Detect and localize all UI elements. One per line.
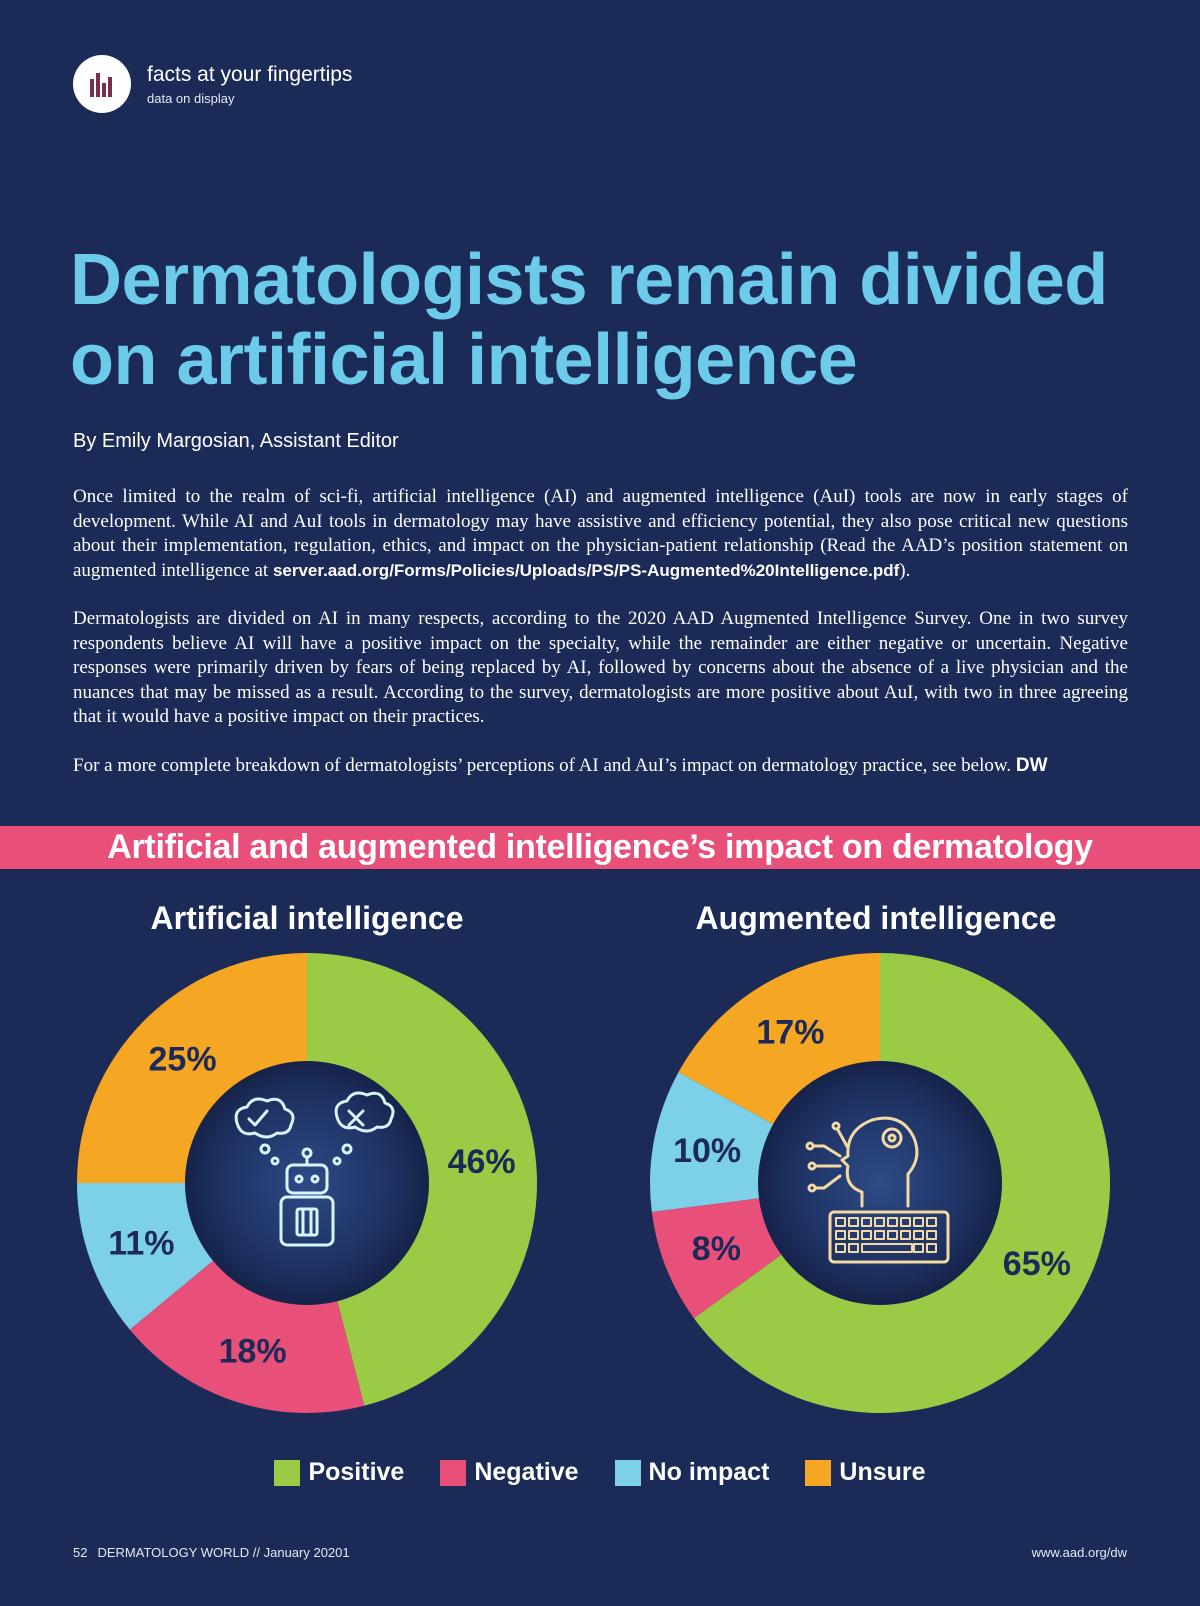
ai-donut-hole [185,1061,429,1305]
ai-label-negative: 18% [219,1332,287,1370]
legend-item-negative: Negative [440,1458,579,1487]
legend-item-positive: Positive [274,1458,404,1487]
section-title: facts at your fingertips [147,62,353,86]
legend-swatch-negative [440,1459,467,1486]
position-statement-link[interactable]: server.aad.org/Forms/Policies/Uploads/PS… [272,560,900,580]
aui-donut-hole [758,1061,1002,1305]
chart-banner: Artificial and augmented intelligence’s … [0,826,1200,869]
robot-icon [234,1091,395,1247]
aui-label-negative: 8% [692,1230,741,1268]
ai-label-no-impact: 11% [108,1225,174,1263]
article-body: Once limited to the realm of sci-fi, art… [73,485,1128,802]
footer-url[interactable]: www.aad.org/dw [1031,1545,1127,1560]
signoff: DW [1015,754,1048,776]
byline: By Emily Margosian, Assistant Editor [73,430,399,452]
legend-swatch-unsure [805,1459,832,1486]
aui-chart-title: Augmented intelligence [695,900,1057,936]
legend-label-negative: Negative [474,1458,579,1486]
footer-left: 52 DERMATOLOGY WORLD // January 20201 [73,1545,350,1560]
legend-swatch-no-impact [614,1459,641,1486]
chart-legend: Positive Negative No impact Unsure [0,1458,1200,1487]
ai-label-unsure: 25% [149,1041,217,1079]
aui-label-unsure: 17% [756,1014,824,1052]
paragraph-3: For a more complete breakdown of dermato… [73,754,1128,779]
aui-label-positive: 65% [1003,1245,1071,1283]
headline: Dermatologists remain divided on artific… [70,240,1108,400]
ai-chart-title: Artificial intelligence [150,900,464,936]
donut-charts: 46% 18% 11% 25% 65% 8% 10% 17% [77,953,1111,1413]
section-header: facts at your fingertips data on display [73,55,352,113]
ai-label-positive: 46% [448,1143,516,1181]
head-keyboard-icon [805,1116,950,1264]
publication-name: DERMATOLOGY WORLD // January 20201 [97,1545,350,1560]
banner-title: Artificial and augmented intelligence’s … [107,828,1093,866]
paragraph-3-text: For a more complete breakdown of dermato… [73,754,1016,776]
aui-label-no-impact: 10% [673,1132,741,1170]
ai-donut-chart: 46% 18% 11% 25% [77,953,537,1413]
legend-item-unsure: Unsure [805,1458,926,1487]
legend-label-no-impact: No impact [648,1458,770,1486]
legend-label-unsure: Unsure [839,1458,926,1486]
legend-label-positive: Positive [308,1458,405,1486]
section-subtitle: data on display [147,90,235,106]
aui-donut-chart: 65% 8% 10% 17% [650,953,1111,1413]
page-number: 52 [73,1545,88,1560]
legend-item-no-impact: No impact [614,1458,770,1487]
paragraph-2: Dermatologists are divided on AI in many… [73,608,1128,727]
bar-chart-logo-icon [73,55,131,113]
legend-swatch-positive [274,1459,301,1486]
paragraph-1: Once limited to the realm of sci-fi, art… [73,485,1128,583]
paragraph-1-text: Once limited to the realm of sci-fi, art… [73,486,1128,581]
paragraph-1-end: ). [899,559,911,581]
